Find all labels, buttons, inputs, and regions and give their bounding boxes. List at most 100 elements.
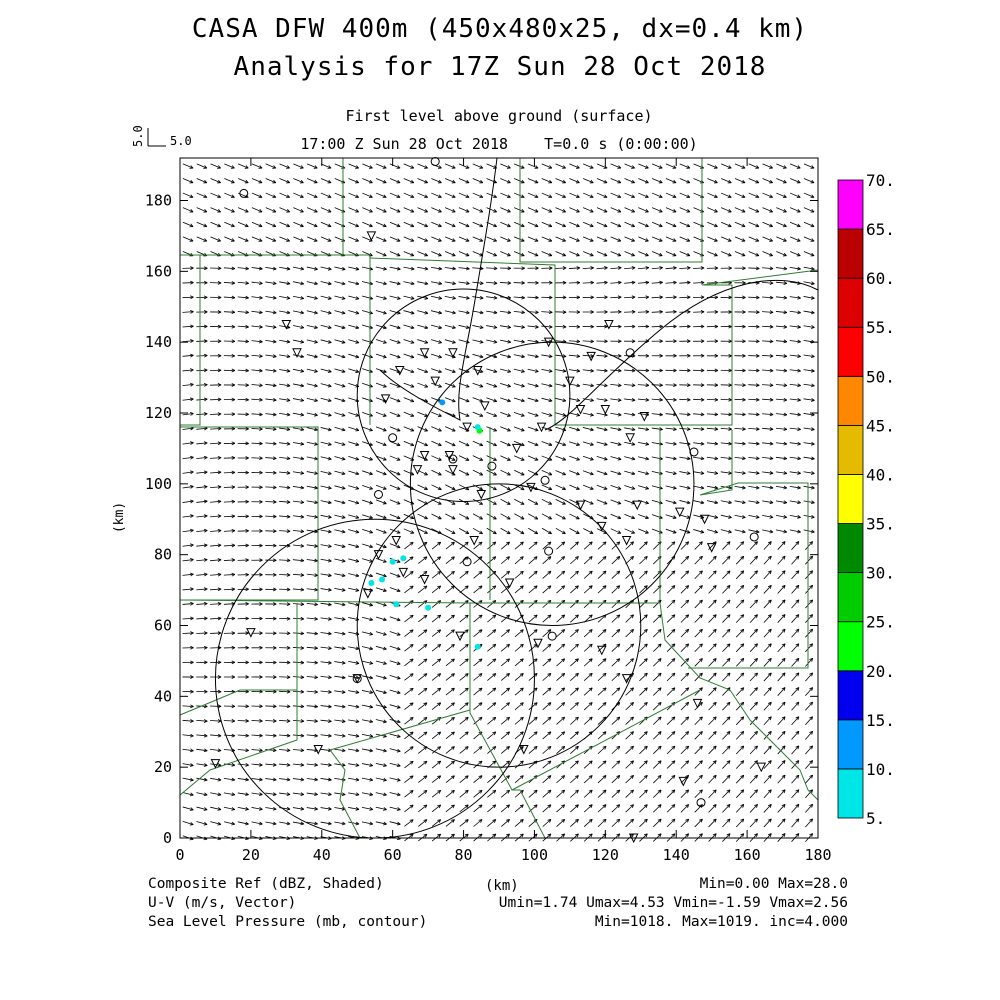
colorbar-label: 35. [866, 515, 895, 534]
y-tick-label: 0 [163, 829, 172, 847]
x-tick-label: 100 [521, 846, 548, 864]
station-circle [540, 475, 550, 485]
station-triangle [621, 536, 632, 546]
y-tick-label: 100 [145, 475, 172, 493]
x-axis: 0 20 40 60 80 100 120 140 160 180 [175, 158, 832, 864]
y-tick-label: 120 [145, 404, 172, 422]
station-triangle [210, 759, 221, 769]
radar-range-ring [356, 288, 571, 503]
stats-reflectivity: Min=0.00 Max=28.0 [699, 876, 848, 892]
county-line [180, 255, 201, 426]
station-triangle [448, 348, 458, 358]
colorbar-swatch [837, 474, 864, 524]
reflectivity-echo [389, 558, 396, 565]
colorbar-label: 5. [866, 809, 885, 828]
colorbar-label: 25. [866, 613, 895, 632]
station-circle [625, 348, 635, 358]
station-triangle [246, 628, 256, 638]
colorbar-label: 20. [866, 662, 895, 681]
colorbar-swatch [837, 523, 864, 574]
map-title: CASA DFW 400m (450x480x25, dx=0.4 km) [191, 14, 809, 44]
vector-reference-u: 5.0 [170, 134, 192, 148]
station-triangle [543, 337, 554, 348]
colorbar-label: 15. [866, 711, 895, 730]
station-circle [689, 447, 699, 457]
station-circle [487, 461, 497, 471]
colorbar-swatch [837, 179, 864, 230]
station-circle [547, 631, 557, 641]
county-line [470, 602, 819, 801]
colorbar-label: 70. [866, 171, 895, 190]
colorbar-swatch [837, 621, 864, 672]
legend-pressure-contour: Sea Level Pressure (mb, contour) [148, 914, 428, 930]
x-tick-label: 140 [663, 846, 690, 864]
station-triangle [511, 443, 522, 454]
station-triangle [600, 404, 611, 415]
colorbar-label: 60. [866, 269, 895, 288]
station-triangle [398, 567, 409, 578]
colorbar-swatch [837, 375, 864, 426]
station-circle [352, 674, 362, 684]
colorbar-label: 65. [866, 220, 895, 239]
y-tick-label: 60 [154, 617, 172, 635]
station-triangle [455, 631, 465, 642]
x-tick-label: 120 [592, 846, 619, 864]
stats-wind: Umin=1.74 Umax=4.53 Vmin=-1.59 Vmax=2.56 [498, 895, 848, 911]
station-triangle [504, 578, 515, 589]
x-tick-label: 0 [175, 846, 184, 864]
station-triangle [526, 482, 536, 493]
station-triangle [292, 348, 302, 358]
county-line [179, 599, 546, 839]
colorbar-label: 50. [866, 367, 895, 386]
colorbar-label: 45. [866, 416, 895, 435]
county-line [180, 426, 319, 601]
station-triangle [565, 376, 575, 387]
station-circle [749, 532, 759, 542]
station-triangle [519, 744, 529, 755]
colorbar-swatch [837, 326, 864, 377]
station-triangle [604, 319, 614, 330]
colorbar-swatch [837, 277, 864, 328]
station-markers [210, 157, 767, 844]
station-circle [462, 557, 472, 567]
station-triangle [596, 645, 607, 656]
station-triangle [462, 422, 472, 433]
y-tick-label: 180 [145, 192, 172, 210]
y-tick-label: 20 [154, 758, 172, 776]
station-triangle [692, 698, 703, 709]
y-tick-label: 40 [154, 687, 172, 705]
level-subtitle: First level above ground (surface) [345, 107, 653, 125]
station-triangle [699, 514, 710, 525]
x-tick-label: 60 [384, 846, 402, 864]
reflectivity-echo [393, 601, 400, 608]
station-triangle [363, 589, 373, 599]
legend-reflectivity: Composite Ref (dBZ, Shaded) [148, 876, 384, 892]
colorbar-label: 55. [866, 318, 895, 337]
station-triangle [394, 366, 405, 376]
station-circle [696, 798, 706, 808]
station-triangle [756, 762, 767, 773]
station-triangle [476, 489, 487, 500]
vector-reference-key [147, 128, 166, 147]
reflectivity-echo [425, 604, 432, 611]
colorbar-swatch [837, 768, 864, 819]
county-boundaries [179, 158, 819, 839]
colorbar-swatch [837, 670, 864, 721]
reflectivity-echo [368, 580, 375, 586]
reflectivity-echo [400, 555, 407, 562]
station-triangle [448, 465, 458, 475]
wind-vector-field [182, 163, 815, 842]
station-triangle [536, 422, 547, 433]
station-triangle [533, 638, 543, 649]
y-tick-label: 160 [145, 262, 172, 280]
station-triangle [430, 376, 441, 387]
station-triangle [419, 348, 430, 358]
colorbar-swatch [837, 228, 864, 279]
station-triangle [625, 433, 635, 443]
station-triangle [419, 574, 430, 585]
colorbar-swatch [837, 719, 864, 770]
radar-range-ring [214, 518, 535, 839]
station-triangle [281, 319, 292, 330]
station-triangle [586, 351, 596, 362]
